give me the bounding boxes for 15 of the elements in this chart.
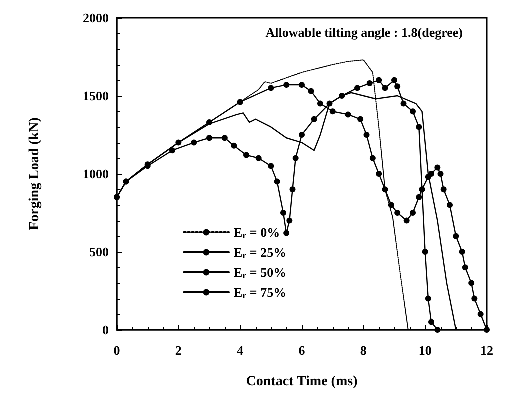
y-tick-label: 1000 — [83, 166, 109, 182]
x-tick-label: 0 — [114, 343, 120, 358]
x-tick-label: 2 — [175, 343, 182, 358]
y-tick-label: 1500 — [83, 88, 109, 104]
y-tick-label: 0 — [102, 322, 109, 338]
y-tick-label: 2000 — [83, 10, 109, 26]
y-axis-title: Forging Load (kN) — [28, 117, 42, 230]
x-tick-label: 6 — [298, 343, 306, 358]
x-tick-label: 8 — [360, 343, 368, 358]
x-tick-label: 10 — [418, 343, 432, 358]
x-tick-label: 12 — [480, 343, 494, 358]
y-tick-label: 500 — [90, 244, 109, 260]
annotation: Allowable tilting angle : 1.8(degree) — [266, 25, 464, 40]
x-tick-label: 4 — [237, 343, 244, 358]
x-axis-title: Contact Time (ms) — [246, 374, 358, 390]
